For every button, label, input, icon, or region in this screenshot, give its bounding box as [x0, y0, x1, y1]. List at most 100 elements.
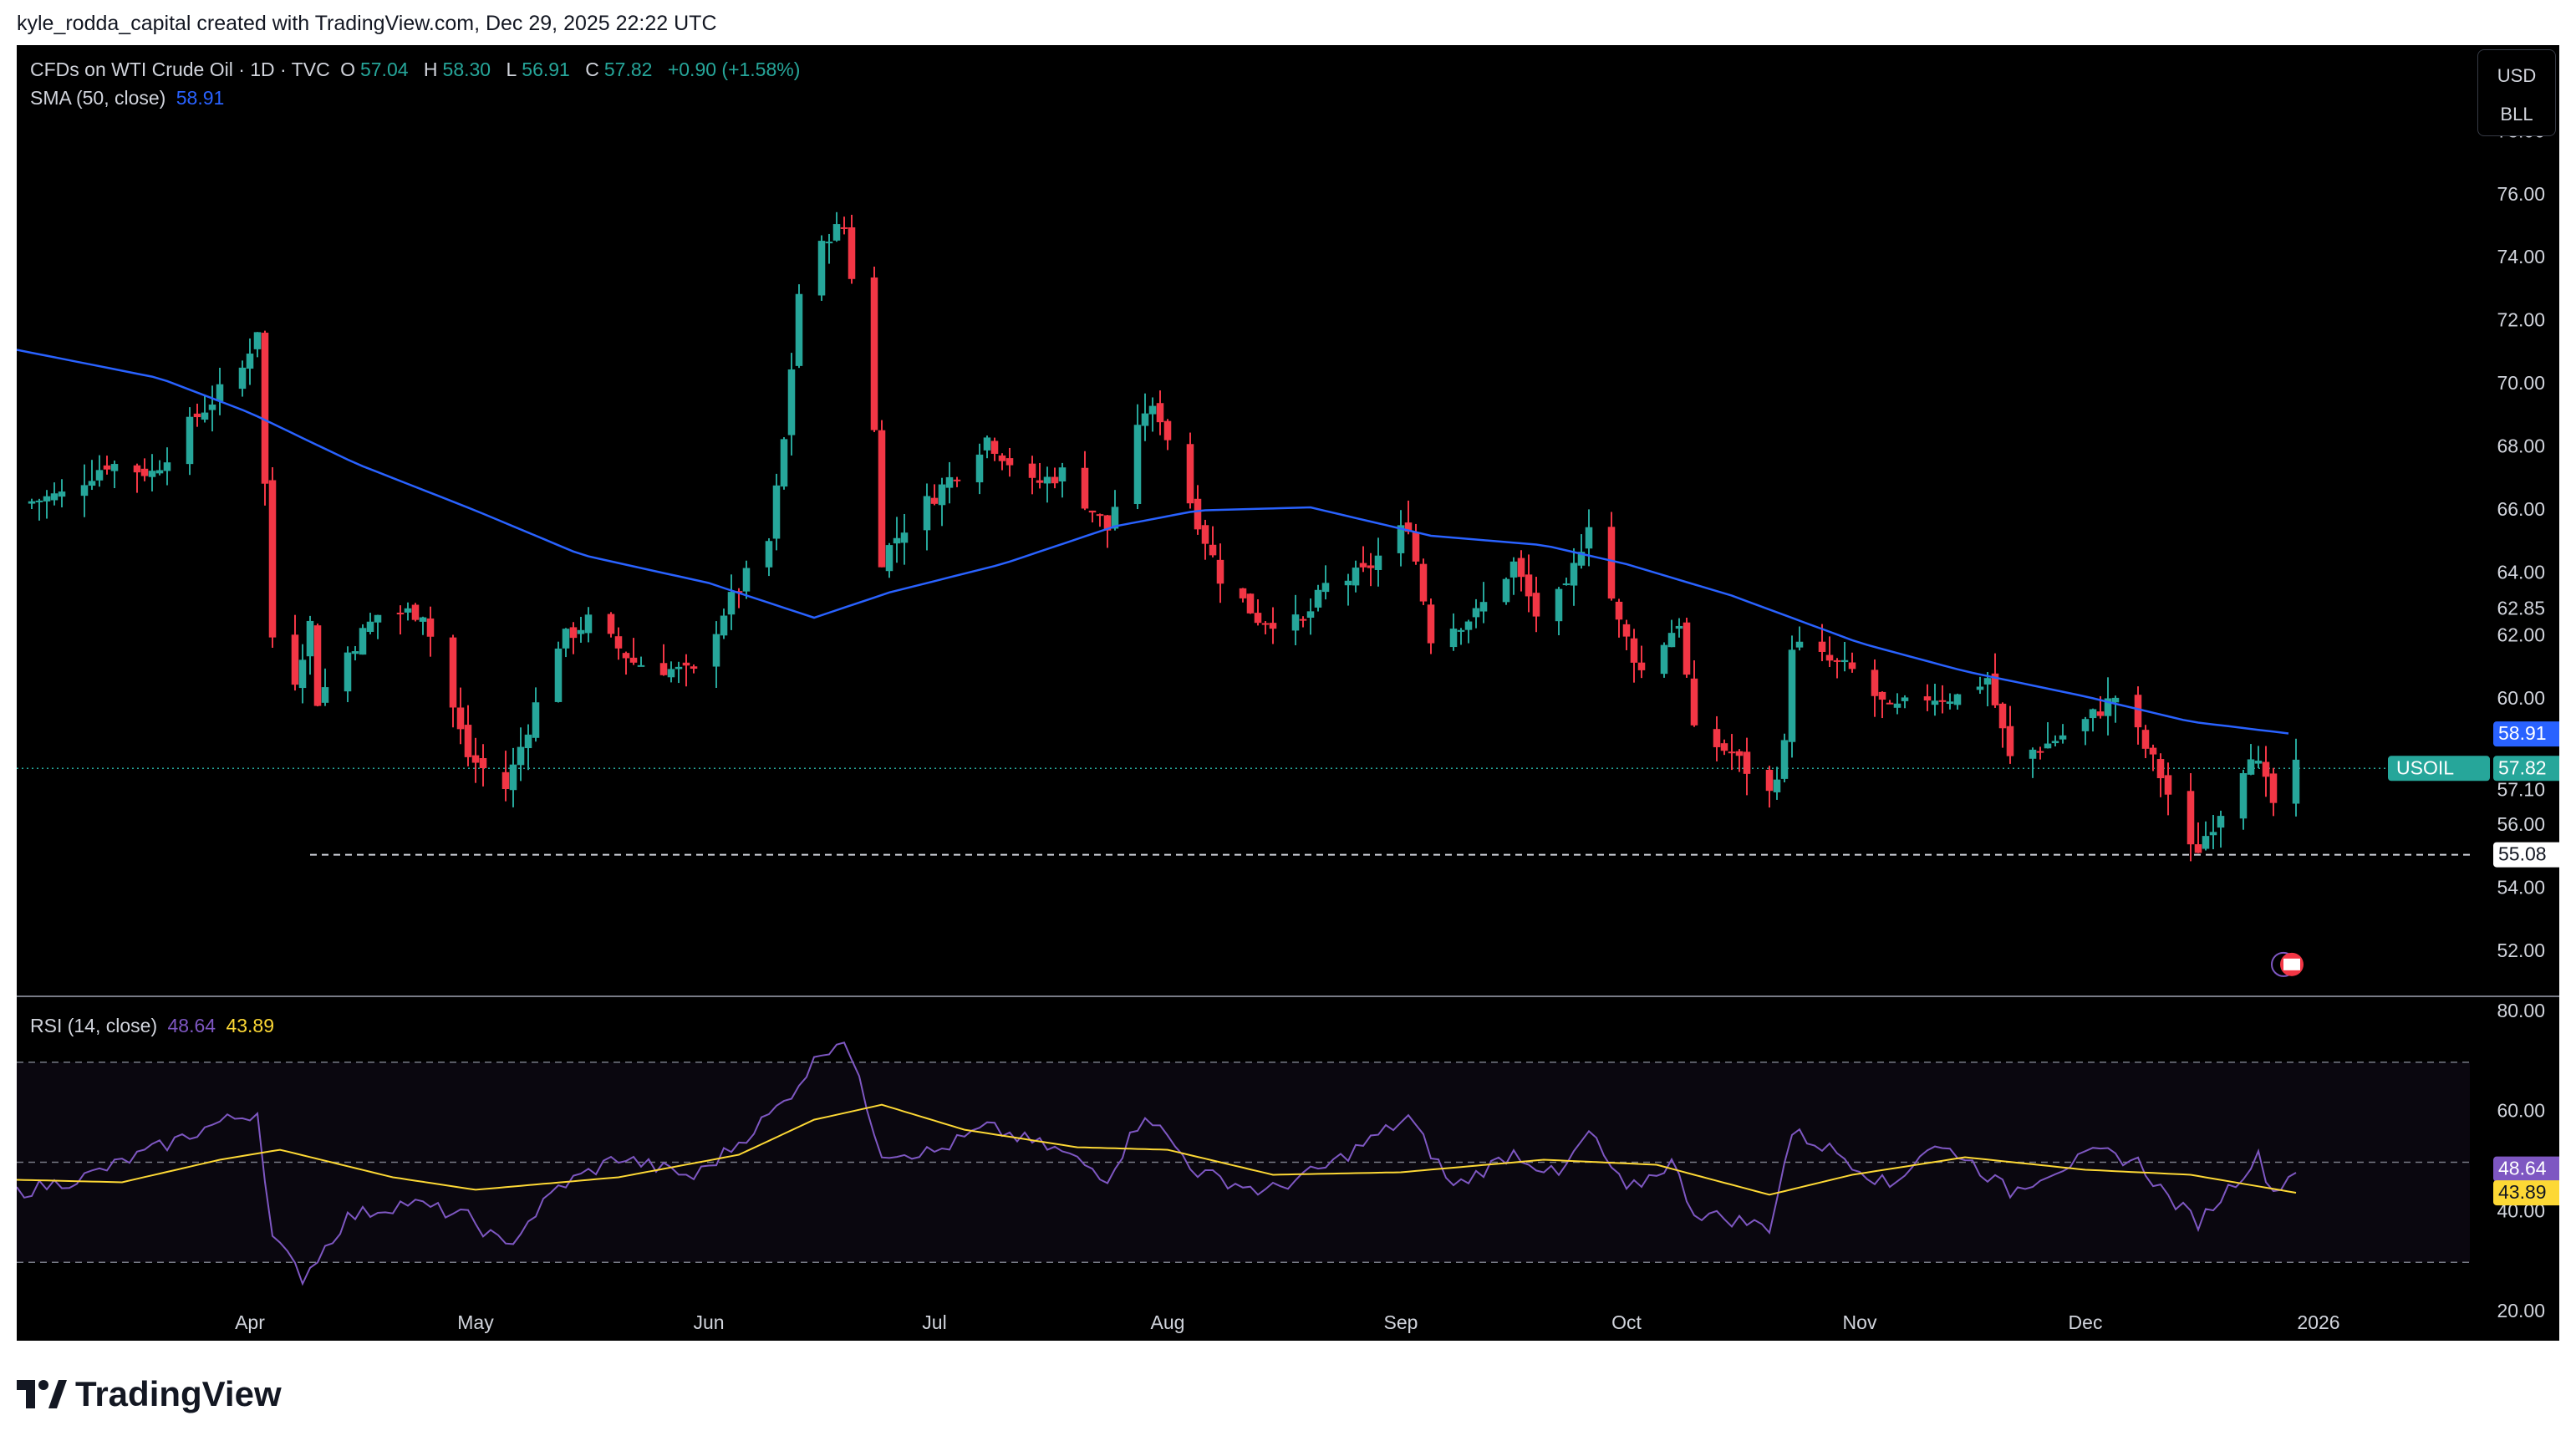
candle-body — [712, 634, 720, 667]
candle-body — [795, 293, 803, 366]
candle-body — [990, 440, 999, 454]
candle-body — [1720, 743, 1728, 751]
candle-body — [449, 637, 457, 708]
high-label: H 58.30 — [423, 59, 491, 80]
candle-body — [532, 702, 540, 738]
currency-unit[interactable]: USD — [2497, 65, 2537, 86]
chart-canvas[interactable]: 52.00 54.00 56.00 60.00 62.00 64.00 66.00 68.00… — [17, 45, 2559, 1341]
candle-body — [2036, 751, 2044, 753]
candle-body — [1871, 670, 1879, 696]
candle-body — [1321, 583, 1330, 593]
price-axis-label: 54.00 — [2497, 876, 2545, 898]
candle-body — [893, 537, 901, 544]
candle-body — [2202, 836, 2210, 849]
rsi-layer — [17, 1041, 2297, 1286]
sma-legend[interactable]: SMA (50, close) 58.91 — [30, 87, 229, 109]
price-axis-label: 68.00 — [2497, 435, 2545, 456]
candle-body — [825, 242, 833, 244]
candle-body — [562, 629, 570, 649]
price-level-b: 57.10 — [2497, 779, 2545, 801]
candle-body — [2081, 719, 2090, 731]
sma-value: 58.91 — [176, 87, 225, 109]
rsi-ma-value-tag: 43.89 — [2498, 1181, 2547, 1203]
candle-body — [1472, 608, 1480, 618]
rsi-band-background — [17, 1062, 2470, 1263]
tradingview-logo[interactable]: TradingView — [17, 1374, 282, 1417]
candle-body — [667, 669, 675, 678]
candle-body — [2096, 711, 2105, 716]
tradingview-logo-icon — [17, 1377, 67, 1417]
candle-body — [1261, 623, 1270, 625]
sma-price-tag: 58.91 — [2498, 722, 2547, 744]
price-axis-label: 76.00 — [2497, 183, 2545, 205]
candle-body — [1886, 702, 1894, 705]
candle-body — [1667, 633, 1676, 648]
candle-body — [344, 652, 352, 692]
candle-body — [524, 734, 532, 749]
candle-body — [584, 614, 593, 634]
price-axis-label: 66.00 — [2497, 498, 2545, 520]
last-price-tag-bg — [2493, 756, 2559, 782]
sma-label: SMA (50, close) — [30, 87, 166, 109]
candle-body — [878, 430, 886, 568]
candle-body — [1457, 629, 1465, 632]
candle-body — [1088, 510, 1097, 513]
candle-body — [1103, 515, 1112, 531]
candle-body — [1622, 624, 1631, 637]
price-axis-label: 74.00 — [2497, 246, 2545, 267]
candle-body — [253, 332, 262, 349]
logo-text: TradingView — [75, 1374, 282, 1413]
candle-body — [2209, 832, 2217, 836]
candle-body — [690, 666, 698, 670]
candle-body — [945, 476, 954, 488]
candle-body — [923, 496, 931, 531]
candle-body — [133, 465, 141, 473]
candle-body — [1359, 563, 1367, 568]
measure-unit[interactable]: BLL — [2500, 104, 2533, 125]
candle-body — [1840, 659, 1849, 663]
rsi-value-tag-bg — [2493, 1156, 2559, 1182]
candle-body — [1893, 703, 1901, 708]
candle-body — [2089, 709, 2097, 719]
candle-body — [1299, 619, 1307, 621]
rsi-band-fill — [17, 1062, 2470, 1263]
candle-body — [983, 437, 991, 451]
candle-body — [366, 621, 374, 632]
rsi-value: 48.64 — [167, 1015, 216, 1036]
candle-body — [1141, 413, 1149, 426]
unit-selector[interactable]: USD BLL — [2477, 49, 2556, 136]
candle-body — [2029, 749, 2037, 759]
candle-body — [1201, 525, 1209, 544]
candle-body — [1878, 691, 1886, 700]
candle-body — [88, 481, 96, 486]
candle-body — [2051, 741, 2059, 744]
candle-body — [313, 625, 322, 706]
candles-layer — [28, 211, 2300, 862]
candle-body — [577, 629, 585, 634]
price-gridlines — [17, 767, 2470, 856]
candle-body — [2111, 697, 2120, 703]
candle-body — [1209, 544, 1217, 556]
time-axis-label: Nov — [1843, 1311, 1877, 1333]
candle-body — [471, 755, 480, 763]
candle-body — [374, 614, 382, 623]
symbol-tag: USOIL — [2396, 756, 2454, 778]
rsi-ma-line — [17, 1103, 2297, 1196]
candle-body — [291, 634, 299, 685]
candle-body — [246, 354, 254, 369]
candle-body — [1194, 498, 1202, 530]
candle-body — [607, 614, 615, 634]
candle-body — [2059, 735, 2067, 740]
candle-body — [1923, 696, 1932, 701]
candle-body — [50, 493, 59, 501]
candle-body — [509, 764, 517, 791]
candle-body — [1404, 522, 1413, 532]
chart-frame[interactable]: 52.00 54.00 56.00 60.00 62.00 64.00 66.00 68.00… — [17, 45, 2559, 1341]
symbol-legend[interactable]: CFDs on WTI Crude Oil · 1D · TVC O 57.04 … — [30, 59, 805, 81]
candle-body — [1532, 593, 1540, 617]
candle-body — [298, 659, 307, 689]
rsi-legend[interactable]: RSI (14, close) 48.64 43.89 — [30, 1015, 279, 1037]
rsi-ma-value: 43.89 — [226, 1015, 275, 1036]
price-axis-label: 52.00 — [2497, 939, 2545, 961]
